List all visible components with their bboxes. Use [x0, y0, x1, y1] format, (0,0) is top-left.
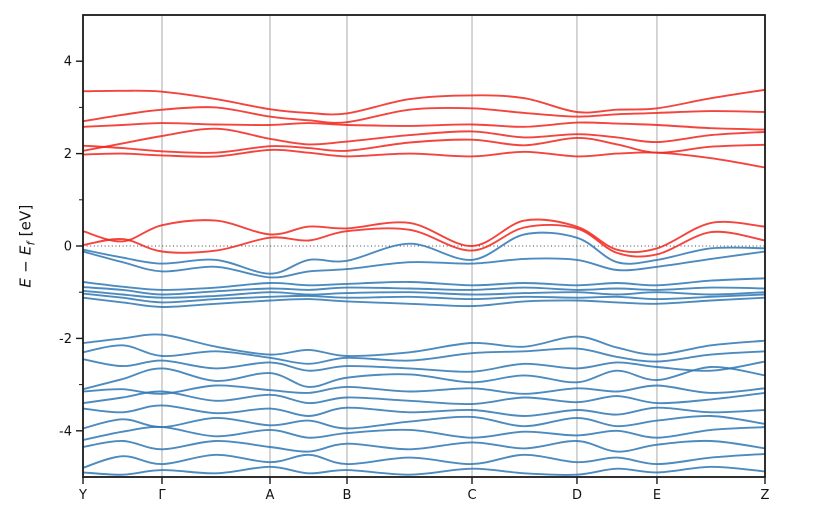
valence-18-line — [83, 452, 765, 469]
conduction-2-line — [83, 106, 765, 124]
y-tick-label: -4 — [59, 424, 72, 439]
conduction-6-line — [83, 148, 765, 169]
x-tick-label-Y: Y — [78, 488, 87, 503]
valence-19-line — [83, 465, 765, 476]
valence-9-line — [83, 344, 765, 365]
conduction-7-line — [83, 218, 765, 253]
conduction-5-line — [83, 136, 765, 154]
y-axis-label-minus: − — [16, 255, 35, 278]
valence-6-line — [83, 292, 765, 304]
valence-5-line — [83, 289, 765, 299]
valence-7-line — [83, 296, 765, 308]
valence-12-line — [83, 384, 765, 395]
valence-14-line — [83, 404, 765, 417]
x-tick-label-D: D — [572, 488, 582, 503]
conduction-1-line — [83, 88, 765, 116]
x-tick-label-Z: Z — [761, 488, 770, 503]
valence-13-line — [83, 390, 765, 405]
y-axis-label: E − Ef [eV] — [17, 204, 38, 287]
conduction-3-line — [83, 121, 765, 131]
y-axis-label-Ef: E — [16, 245, 35, 256]
y-axis-label-sub-f: f — [24, 241, 38, 246]
valence-1-line — [83, 231, 765, 275]
valence-10-line — [83, 358, 765, 373]
valence-16-line — [83, 426, 765, 441]
valence-11-line — [83, 366, 765, 391]
valence-15-line — [83, 415, 765, 430]
valence-3-line — [83, 277, 765, 291]
valence-8-line — [83, 333, 765, 357]
x-tick-label-B: B — [343, 488, 352, 503]
y-axis-label-E: E — [16, 277, 35, 288]
y-tick-label: 4 — [64, 55, 72, 70]
y-tick-label: 2 — [64, 147, 72, 162]
conduction-4-line — [83, 127, 765, 152]
y-tick-label: -2 — [59, 332, 72, 347]
conduction-8-line — [83, 224, 765, 258]
x-tick-label-Γ: Γ — [158, 488, 166, 503]
conduction-bands — [83, 88, 765, 258]
valence-17-line — [83, 439, 765, 453]
valence-2-line — [83, 250, 765, 279]
y-tick-label: 0 — [64, 240, 72, 255]
x-tick-label-A: A — [266, 488, 275, 503]
valence-4-line — [83, 286, 765, 296]
x-tick-label-E: E — [653, 488, 661, 503]
x-tick-label-C: C — [467, 488, 476, 503]
y-axis-label-unit: [eV] — [16, 204, 35, 242]
y-axis: -4 -2 0 2 4 — [59, 55, 83, 439]
valence-bands — [83, 231, 765, 476]
